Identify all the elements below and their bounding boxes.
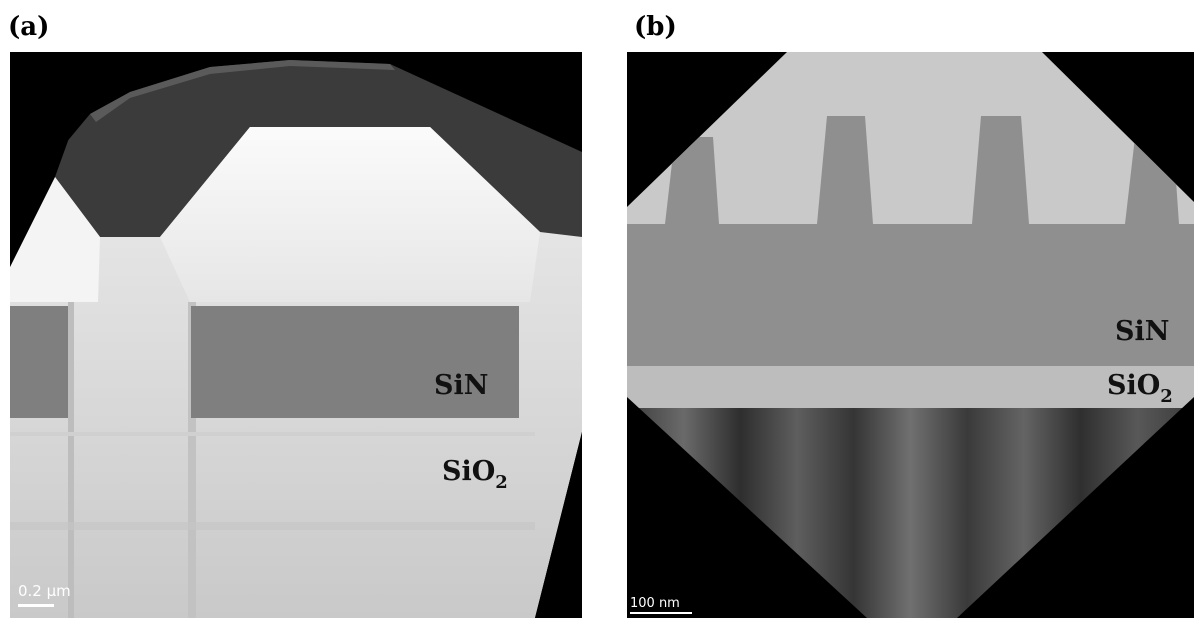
ridge-2: [972, 116, 1029, 224]
micrograph-a-image: [10, 52, 582, 618]
micrograph-b-image: [627, 52, 1194, 618]
label-sio2-a: SiO2: [442, 456, 508, 493]
sin-layer-b: [627, 224, 1194, 366]
micrograph-b: SiN SiO2 100 nm: [627, 52, 1194, 618]
panel-b-tag: (b): [634, 12, 677, 42]
ridge-1: [817, 116, 873, 224]
coating-dome: [160, 127, 540, 302]
scale-label-b: 100 nm: [630, 596, 680, 611]
sio2-layer-b: [627, 366, 1194, 408]
sin-block-main: [191, 306, 519, 418]
label-sio2-b: SiO2: [1107, 370, 1173, 407]
label-sin-a: SiN: [434, 370, 489, 401]
scale-bar-b: 100 nm: [630, 596, 710, 618]
label-sin-b: SiN: [1115, 316, 1170, 347]
panel-a-tag: (a): [8, 12, 50, 42]
sin-block-left: [10, 306, 68, 418]
micrograph-a: SiN SiO2 0.2 µm: [10, 52, 582, 618]
scale-bar-a: 0.2 µm: [18, 584, 98, 610]
scale-label-a: 0.2 µm: [18, 582, 71, 600]
